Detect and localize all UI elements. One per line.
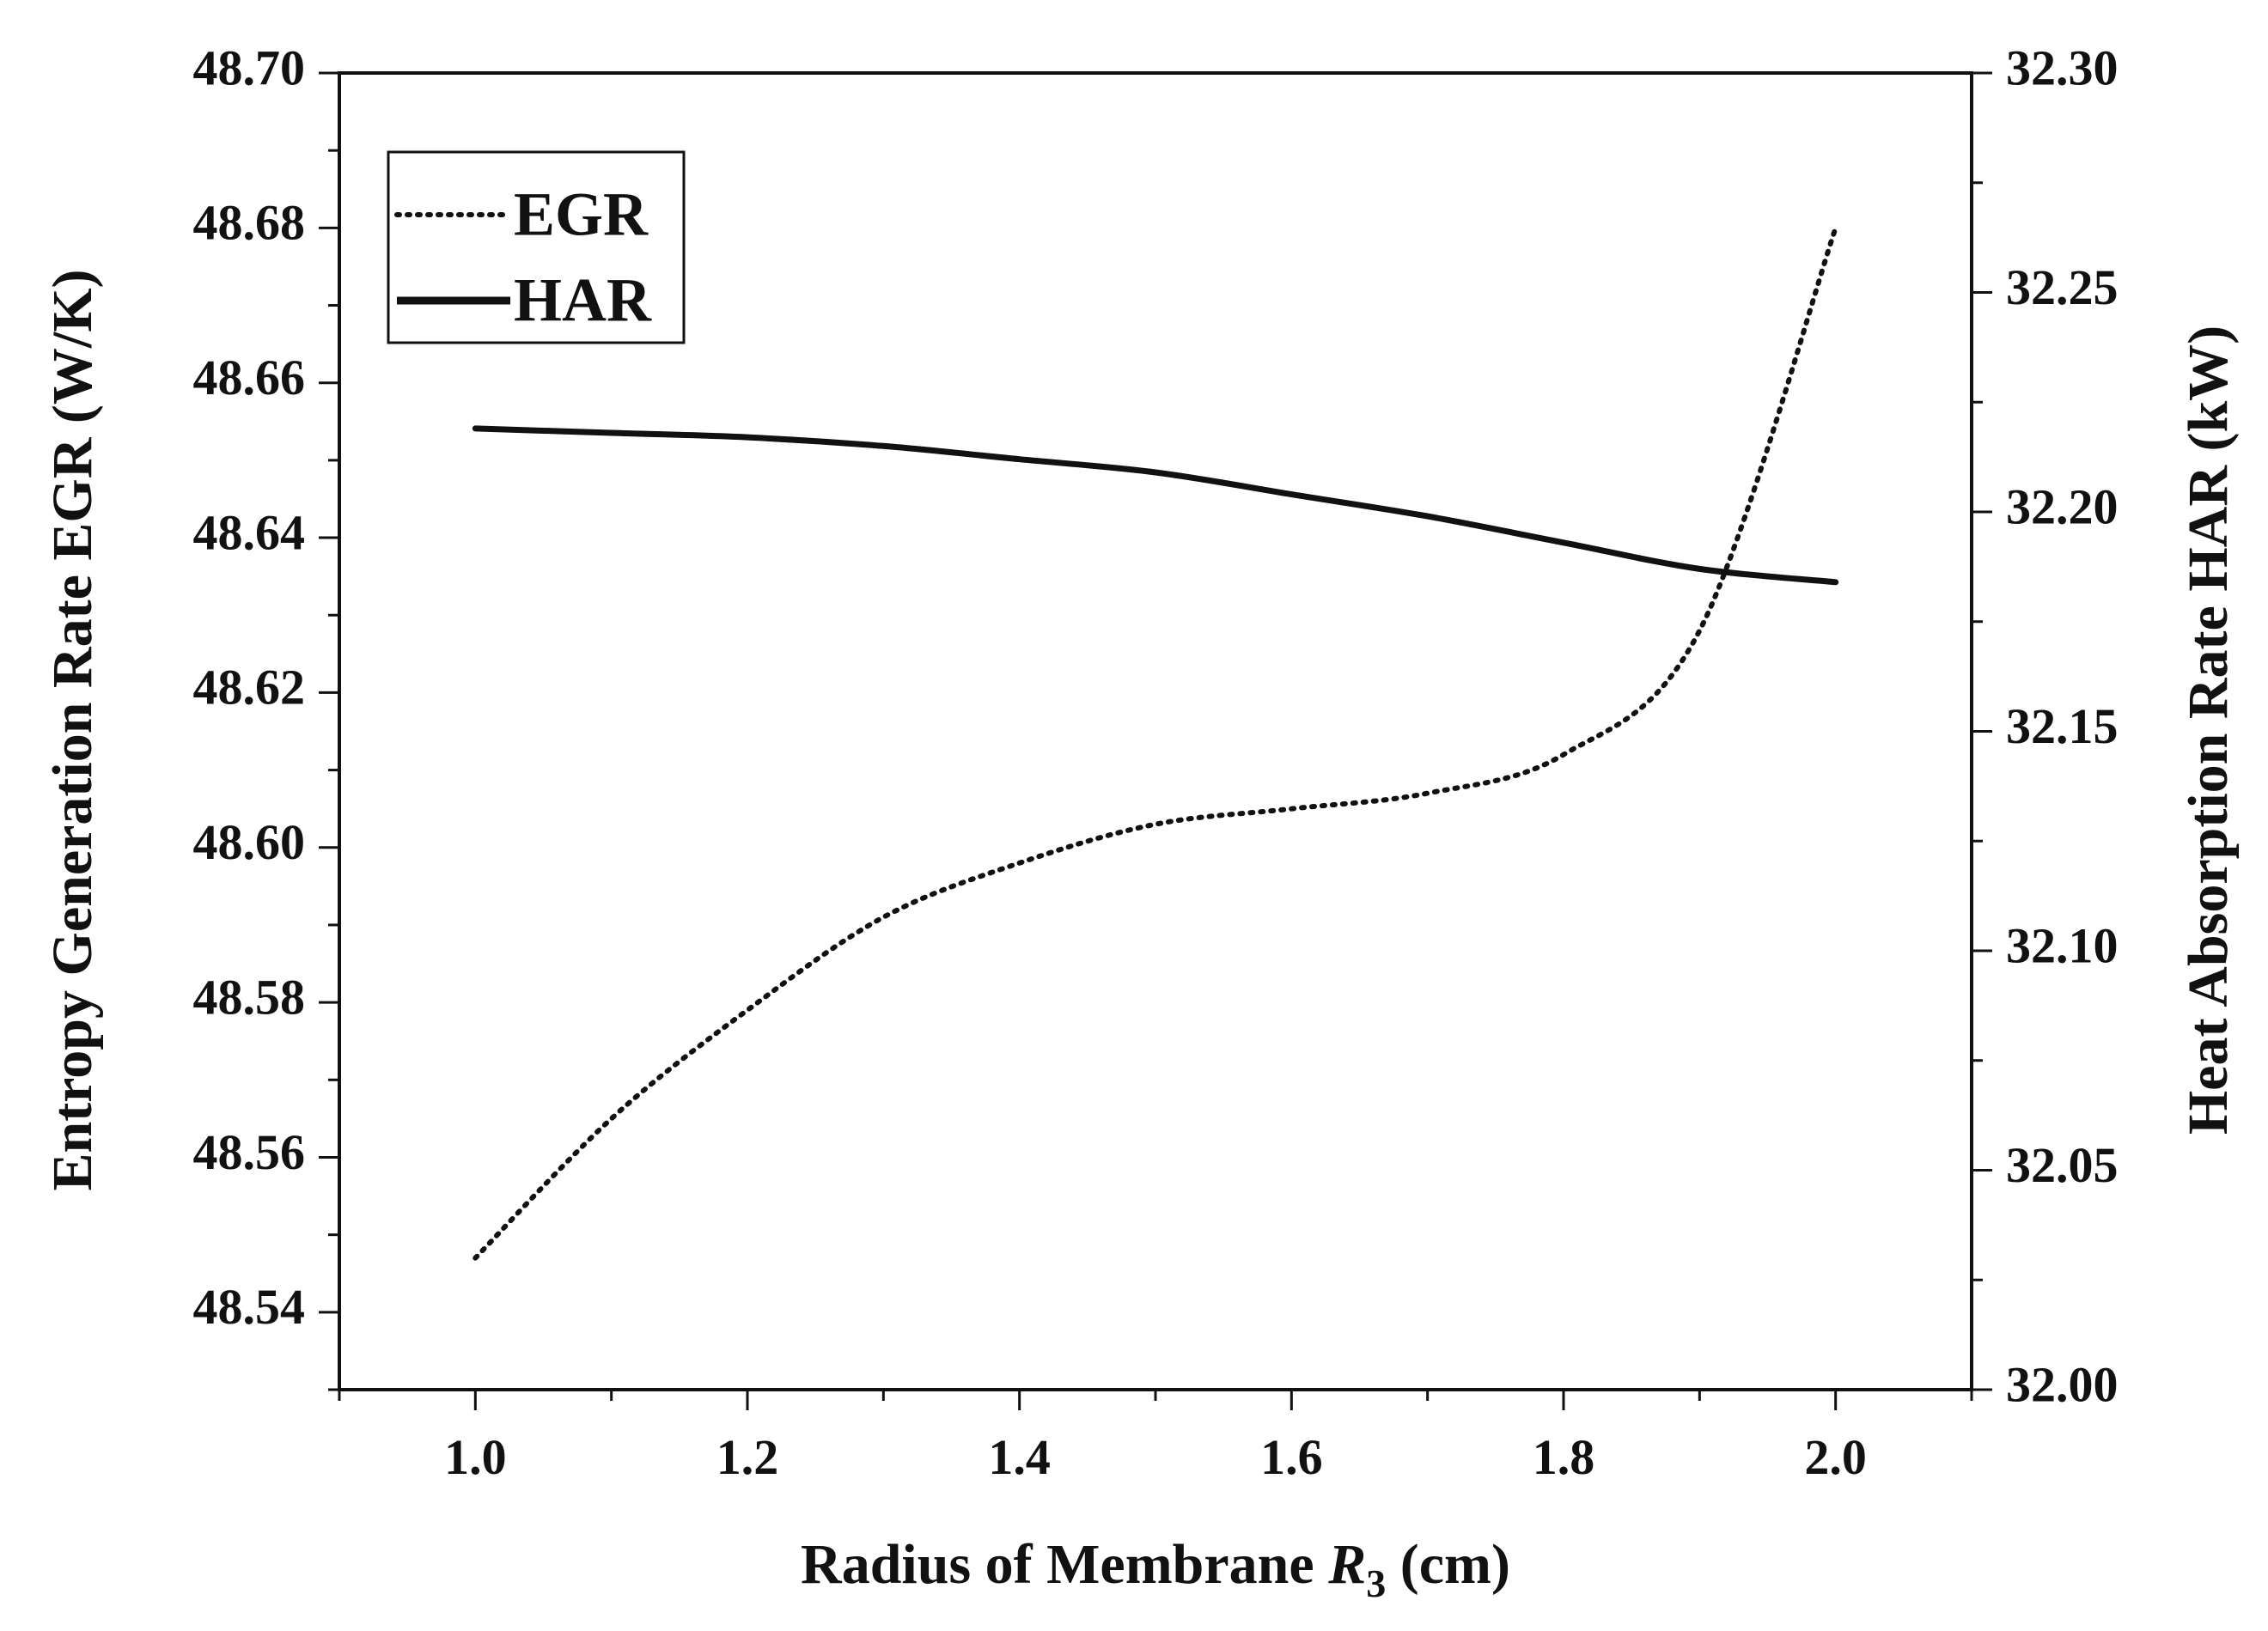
y-left-tick-label-1: 48.56	[193, 1124, 306, 1180]
y-right-tick-label-2: 32.10	[2006, 917, 2119, 973]
legend: EGR HAR	[387, 150, 686, 344]
legend-box	[387, 150, 686, 344]
series-line-har	[472, 425, 1839, 586]
series-group	[472, 225, 1839, 1261]
x-tick-label-1: 1.2	[716, 1429, 779, 1485]
y-left-axis-title: Entropy Generation Rate EGR (W/K)	[41, 269, 104, 1190]
x-tick-label-3: 1.6	[1260, 1429, 1323, 1485]
y-right-tick-label-3: 32.15	[2006, 698, 2119, 754]
y-right-tick-label-0: 32.00	[2006, 1356, 2119, 1412]
y-right-tick-label-5: 32.25	[2006, 259, 2119, 315]
y-left-tick-label-8: 48.70	[193, 40, 306, 95]
x-axis-title: Radius of Membrane R3 (cm)	[801, 1533, 1510, 1605]
ticks	[319, 71, 1992, 1410]
y-right-axis-title: Heat Absorption Rate HAR (kW)	[2177, 326, 2240, 1135]
x-tick-label-0: 1.0	[444, 1429, 507, 1485]
x-axis-title-var: R	[1327, 1533, 1366, 1596]
legend-label-har: HAR	[514, 266, 652, 335]
y-right-tick-label-4: 32.20	[2006, 478, 2119, 534]
y-right-tick-label-6: 32.30	[2006, 40, 2119, 95]
x-axis-title-prefix: Radius of Membrane	[801, 1533, 1328, 1596]
y-left-tick-label-4: 48.62	[193, 660, 306, 715]
y-left-tick-label-7: 48.68	[193, 195, 306, 251]
x-tick-label-5: 2.0	[1804, 1429, 1867, 1485]
legend-label-egr: EGR	[514, 180, 649, 249]
x-tick-label-4: 1.8	[1533, 1429, 1595, 1485]
y-right-tick-label-1: 32.05	[2006, 1137, 2119, 1193]
y-left-tick-label-0: 48.54	[193, 1279, 306, 1335]
egr-point-10	[1835, 227, 1837, 228]
y-left-tick-label-5: 48.64	[193, 504, 306, 560]
y-left-tick-label-3: 48.60	[193, 814, 306, 870]
series-line-egr	[472, 225, 1838, 1261]
x-axis-title-suffix: (cm)	[1386, 1533, 1510, 1596]
tick-labels: 1.0 1.2 1.4 1.6 1.8 2.0 48.54 48.56 48.58 48.60 48…	[193, 40, 2119, 1485]
y-left-tick-label-6: 48.66	[193, 350, 306, 405]
x-tick-label-2: 1.4	[988, 1429, 1051, 1485]
x-axis-title-sub: 3	[1366, 1561, 1386, 1605]
y-left-tick-label-2: 48.58	[193, 969, 306, 1025]
